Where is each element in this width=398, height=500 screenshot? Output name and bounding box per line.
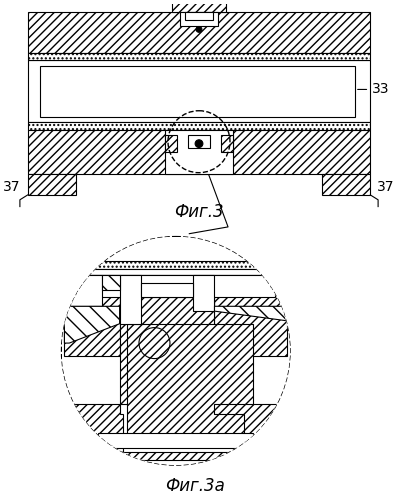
Polygon shape [188, 135, 210, 148]
Polygon shape [172, 0, 226, 12]
Polygon shape [64, 306, 120, 343]
Text: 37: 37 [3, 180, 21, 194]
Polygon shape [27, 174, 76, 195]
Text: 37: 37 [377, 180, 395, 194]
Polygon shape [64, 276, 120, 355]
Circle shape [196, 26, 202, 32]
Polygon shape [40, 66, 355, 116]
Polygon shape [185, 12, 213, 20]
Text: Фиг.3а: Фиг.3а [165, 478, 225, 496]
Polygon shape [64, 276, 102, 306]
Polygon shape [120, 276, 141, 324]
Polygon shape [141, 283, 193, 296]
Polygon shape [27, 122, 371, 130]
Polygon shape [64, 404, 287, 460]
Polygon shape [120, 276, 215, 404]
Polygon shape [215, 276, 287, 355]
Polygon shape [127, 324, 253, 443]
Polygon shape [27, 12, 371, 52]
Polygon shape [102, 276, 120, 290]
Polygon shape [62, 236, 290, 465]
Polygon shape [62, 261, 290, 268]
Polygon shape [62, 268, 290, 276]
Text: 33: 33 [372, 82, 390, 96]
Polygon shape [215, 306, 287, 321]
Circle shape [62, 236, 290, 465]
Polygon shape [165, 130, 233, 174]
Polygon shape [98, 433, 253, 448]
Polygon shape [27, 130, 371, 174]
Polygon shape [27, 60, 371, 122]
Circle shape [139, 328, 170, 358]
Polygon shape [165, 135, 177, 152]
Polygon shape [221, 135, 233, 152]
Polygon shape [27, 52, 371, 60]
Text: Фиг.3: Фиг.3 [174, 204, 224, 222]
Polygon shape [193, 276, 215, 311]
Polygon shape [76, 276, 275, 296]
Polygon shape [322, 174, 371, 195]
Polygon shape [179, 12, 219, 26]
Circle shape [195, 140, 203, 147]
